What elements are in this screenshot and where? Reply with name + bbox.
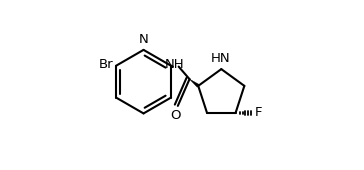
Text: Br: Br (98, 58, 113, 71)
Text: NH: NH (165, 58, 184, 71)
Text: N: N (139, 33, 149, 46)
Text: F: F (255, 106, 262, 120)
Polygon shape (190, 79, 199, 87)
Text: O: O (171, 109, 181, 122)
Text: HN: HN (211, 52, 230, 65)
